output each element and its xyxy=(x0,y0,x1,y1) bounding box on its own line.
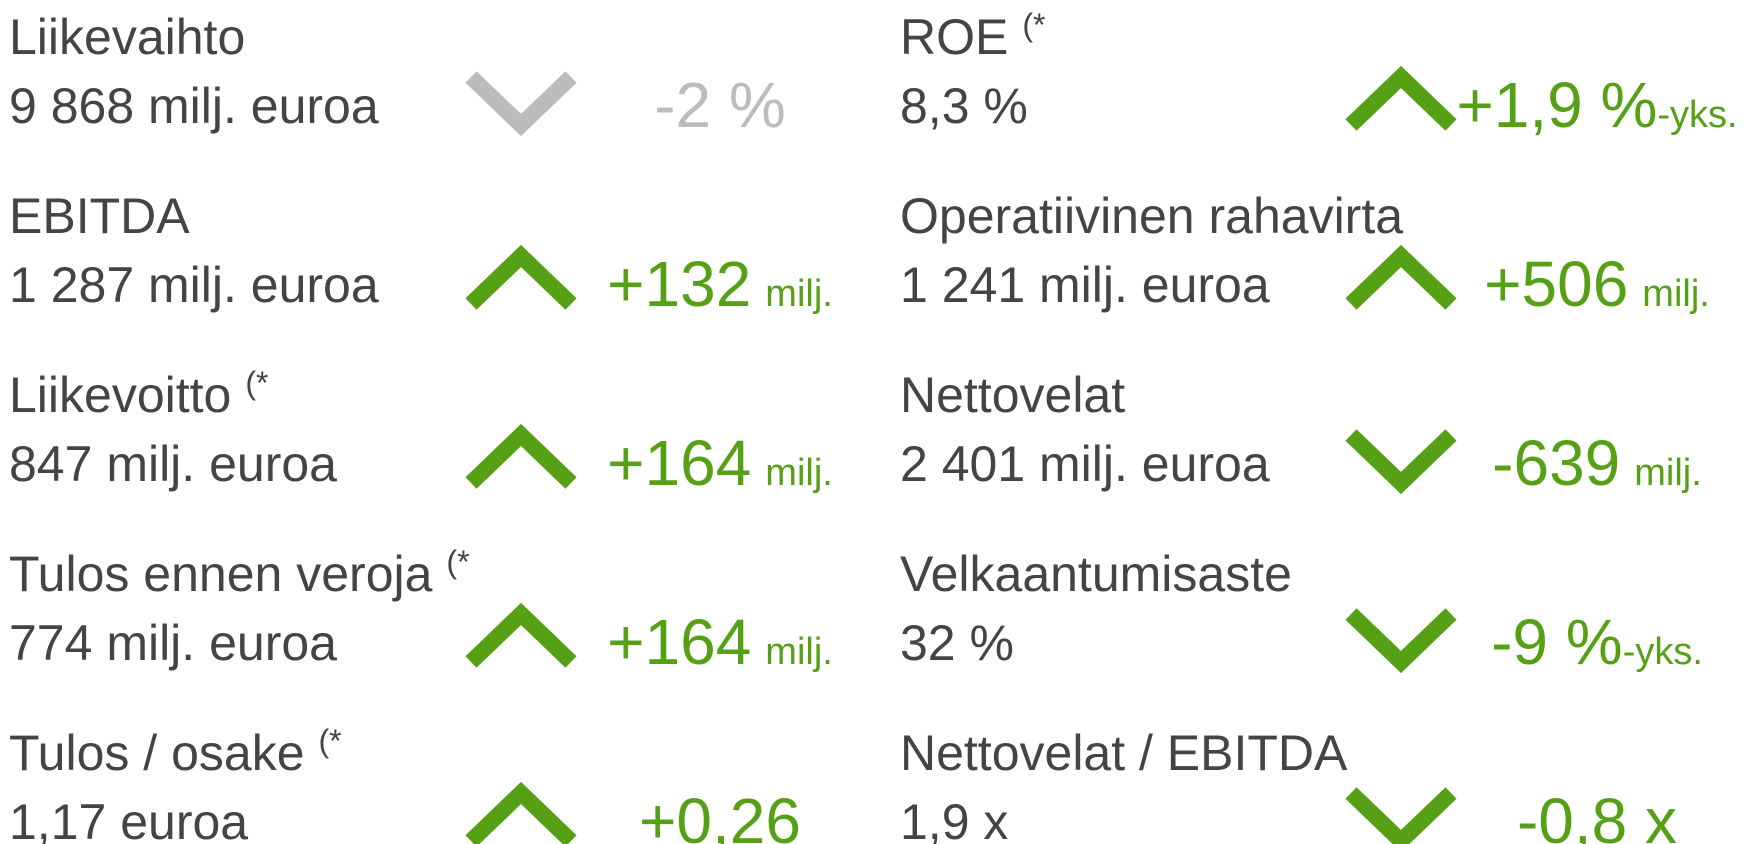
kpi-label: EBITDA xyxy=(9,188,190,244)
label-text: Nettovelat xyxy=(900,367,1125,423)
label-text: ROE xyxy=(900,9,1008,65)
kpi: Velkaantumisaste 32 % -9 %-yks. xyxy=(900,546,1703,678)
footnote-mark: (* xyxy=(446,544,469,580)
change-unit: milj. xyxy=(1634,452,1702,494)
kpi-change: +506 milj. xyxy=(1484,248,1710,320)
kpi-value: 847 milj. euroa xyxy=(9,436,337,492)
label-text: Tulos / osake xyxy=(9,725,305,781)
change-value: +1,9 % xyxy=(1456,69,1657,141)
label-text: Nettovelat / EBITDA xyxy=(900,725,1348,781)
trend-arrow xyxy=(465,602,577,668)
trend-arrow xyxy=(465,71,577,137)
footnote-mark: (* xyxy=(319,723,342,759)
label-text: EBITDA xyxy=(9,188,190,244)
kpi-change: -9 %-yks. xyxy=(1491,606,1703,678)
kpi-label: Nettovelat xyxy=(900,367,1125,423)
label-text: Liikevaihto xyxy=(9,9,245,65)
kpi: Tulos ennen veroja (* 774 milj. euroa +164 m… xyxy=(9,544,833,678)
kpi-value: 2 401 milj. euroa xyxy=(900,436,1270,492)
trend-arrow xyxy=(1345,65,1457,131)
change-unit: -yks. xyxy=(1623,631,1703,673)
kpi: Tulos / osake (* 1,17 euroa +0,26 xyxy=(9,723,801,844)
change-unit: milj. xyxy=(1642,273,1710,315)
trend-arrow xyxy=(1345,244,1457,310)
kpi-label: Operatiivinen rahavirta xyxy=(900,188,1403,244)
kpi-label: Liikevaihto xyxy=(9,9,245,65)
change-value: -639 xyxy=(1492,427,1620,499)
footnote-mark: (* xyxy=(245,365,268,401)
trend-arrow xyxy=(1345,608,1457,674)
label-text: Liikevoitto xyxy=(9,367,231,423)
trend-arrow xyxy=(1345,429,1457,495)
trend-arrow xyxy=(465,781,577,844)
change-value: +164 xyxy=(607,606,751,678)
kpi-value: 8,3 % xyxy=(900,78,1028,134)
change-value: +506 xyxy=(1484,248,1628,320)
kpi-label: Tulos ennen veroja (* xyxy=(9,544,470,602)
kpi: Nettovelat 2 401 milj. euroa -639 milj. xyxy=(900,367,1702,499)
footnote-mark: (* xyxy=(1022,7,1045,43)
kpi-value: 9 868 milj. euroa xyxy=(9,78,379,134)
kpi-change: +164 milj. xyxy=(607,427,833,499)
trend-arrow xyxy=(1345,787,1457,844)
change-unit: milj. xyxy=(765,452,833,494)
change-value: +164 xyxy=(607,427,751,499)
kpi-change: +164 milj. xyxy=(607,606,833,678)
kpi-label: ROE (* xyxy=(900,7,1045,65)
change-value: +0,26 xyxy=(639,785,801,844)
kpi-label: Velkaantumisaste xyxy=(900,546,1292,602)
kpi-value: 32 % xyxy=(900,615,1014,671)
change-value: -9 % xyxy=(1491,606,1623,678)
kpi-change: +1,9 %-yks. xyxy=(1456,69,1737,141)
label-text: Velkaantumisaste xyxy=(900,546,1292,602)
kpi-label: Tulos / osake (* xyxy=(9,723,342,781)
kpi-label: Liikevoitto (* xyxy=(9,365,268,423)
label-text: Operatiivinen rahavirta xyxy=(900,188,1403,244)
kpi: ROE (* 8,3 % +1,9 %-yks. xyxy=(900,7,1738,141)
change-value: -0,8 x xyxy=(1517,785,1677,844)
kpi-label: Nettovelat / EBITDA xyxy=(900,725,1348,781)
kpi: Liikevoitto (* 847 milj. euroa +164 milj. xyxy=(9,365,833,499)
change-unit: -yks. xyxy=(1657,94,1737,136)
kpi-change: -0,8 x xyxy=(1517,785,1677,844)
kpi: Liikevaihto 9 868 milj. euroa -2 % xyxy=(9,9,786,141)
change-value: -2 % xyxy=(654,69,786,141)
kpi-value: 1 287 milj. euroa xyxy=(9,257,379,313)
kpi-change: +132 milj. xyxy=(607,248,833,320)
label-text: Tulos ennen veroja xyxy=(9,546,433,602)
change-value: +132 xyxy=(607,248,751,320)
change-unit: milj. xyxy=(765,273,833,315)
trend-arrow xyxy=(465,244,577,310)
kpi-value: 1 241 milj. euroa xyxy=(900,257,1270,313)
kpi-change: -639 milj. xyxy=(1492,427,1702,499)
change-unit: milj. xyxy=(765,631,833,673)
kpi-value: 1,17 euroa xyxy=(9,794,248,844)
kpi-change: -2 % xyxy=(654,69,786,141)
kpi: Operatiivinen rahavirta 1 241 milj. euroa… xyxy=(900,188,1710,320)
kpi-value: 1,9 x xyxy=(900,794,1008,844)
trend-arrow xyxy=(465,423,577,489)
kpi: Nettovelat / EBITDA 1,9 x -0,8 x xyxy=(900,725,1677,844)
kpi-change: +0,26 xyxy=(639,785,801,844)
kpi-value: 774 milj. euroa xyxy=(9,615,337,671)
kpi: EBITDA 1 287 milj. euroa +132 milj. xyxy=(9,188,833,320)
